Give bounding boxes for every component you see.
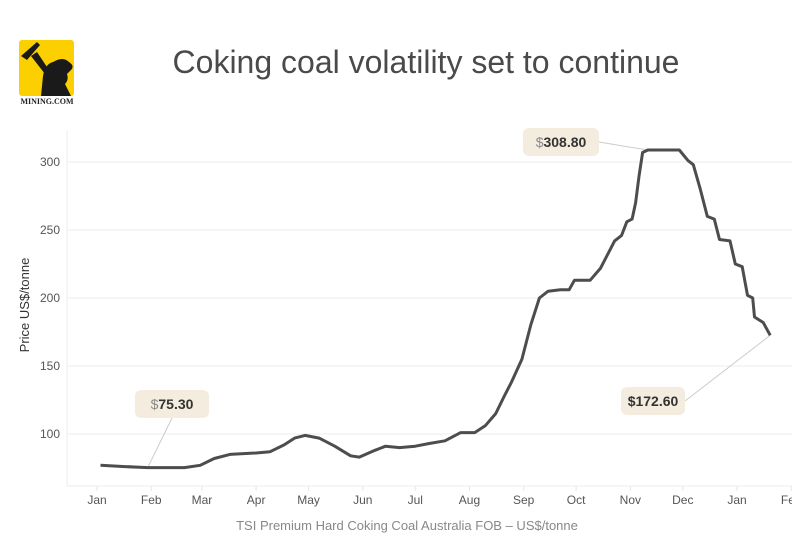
x-tick-label: Mar	[192, 493, 213, 507]
chart-title: Coking coal volatility set to continue	[172, 44, 680, 80]
x-tick-label: Jun	[353, 493, 372, 507]
annotation-leaders	[147, 141, 771, 468]
annotation-min: $75.30	[135, 390, 209, 418]
x-tick-label: Jan	[727, 493, 746, 507]
x-tick-label: Aug	[459, 493, 480, 507]
x-tick-label: Feb	[141, 493, 162, 507]
x-tick-label: May	[297, 493, 320, 507]
y-tick-label: 250	[40, 223, 60, 237]
y-tick-label: 150	[40, 359, 60, 373]
x-tick-label: Jul	[408, 493, 423, 507]
price-line	[100, 148, 772, 470]
x-tick-label: Nov	[620, 493, 641, 507]
mining-com-logo: MINING.COM	[18, 40, 74, 108]
annotation-leader	[598, 141, 648, 151]
y-tick-label: 100	[40, 427, 60, 441]
x-tick-label: Sep	[513, 493, 535, 507]
annotation-leader	[684, 334, 771, 402]
y-tick-label: 300	[40, 155, 60, 169]
chart-footer: TSI Premium Hard Coking Coal Australia F…	[236, 518, 578, 533]
logo-text: MINING.COM	[20, 97, 74, 106]
annotation-peak: $308.80	[523, 128, 599, 156]
annotation-latest: $172.60	[621, 387, 685, 415]
x-tick-label: Apr	[247, 493, 266, 507]
y-axis-label: Price US$/tonne	[17, 258, 32, 353]
x-tick-label: Jan	[87, 493, 106, 507]
y-axis-ticks: 100 150 200 250 300	[40, 155, 60, 441]
x-tick-label: Feb	[781, 493, 792, 507]
miner-icon	[19, 40, 74, 96]
x-tick-label: Dec	[672, 493, 693, 507]
annotation-leader	[147, 417, 173, 468]
x-axis-ticks: Jan Feb Mar Apr May Jun Jul Aug Sep Oct Nov Dec Jan F…	[87, 486, 792, 507]
x-tick-label: Oct	[567, 493, 586, 507]
gridlines	[66, 130, 792, 487]
y-tick-label: 200	[40, 291, 60, 305]
